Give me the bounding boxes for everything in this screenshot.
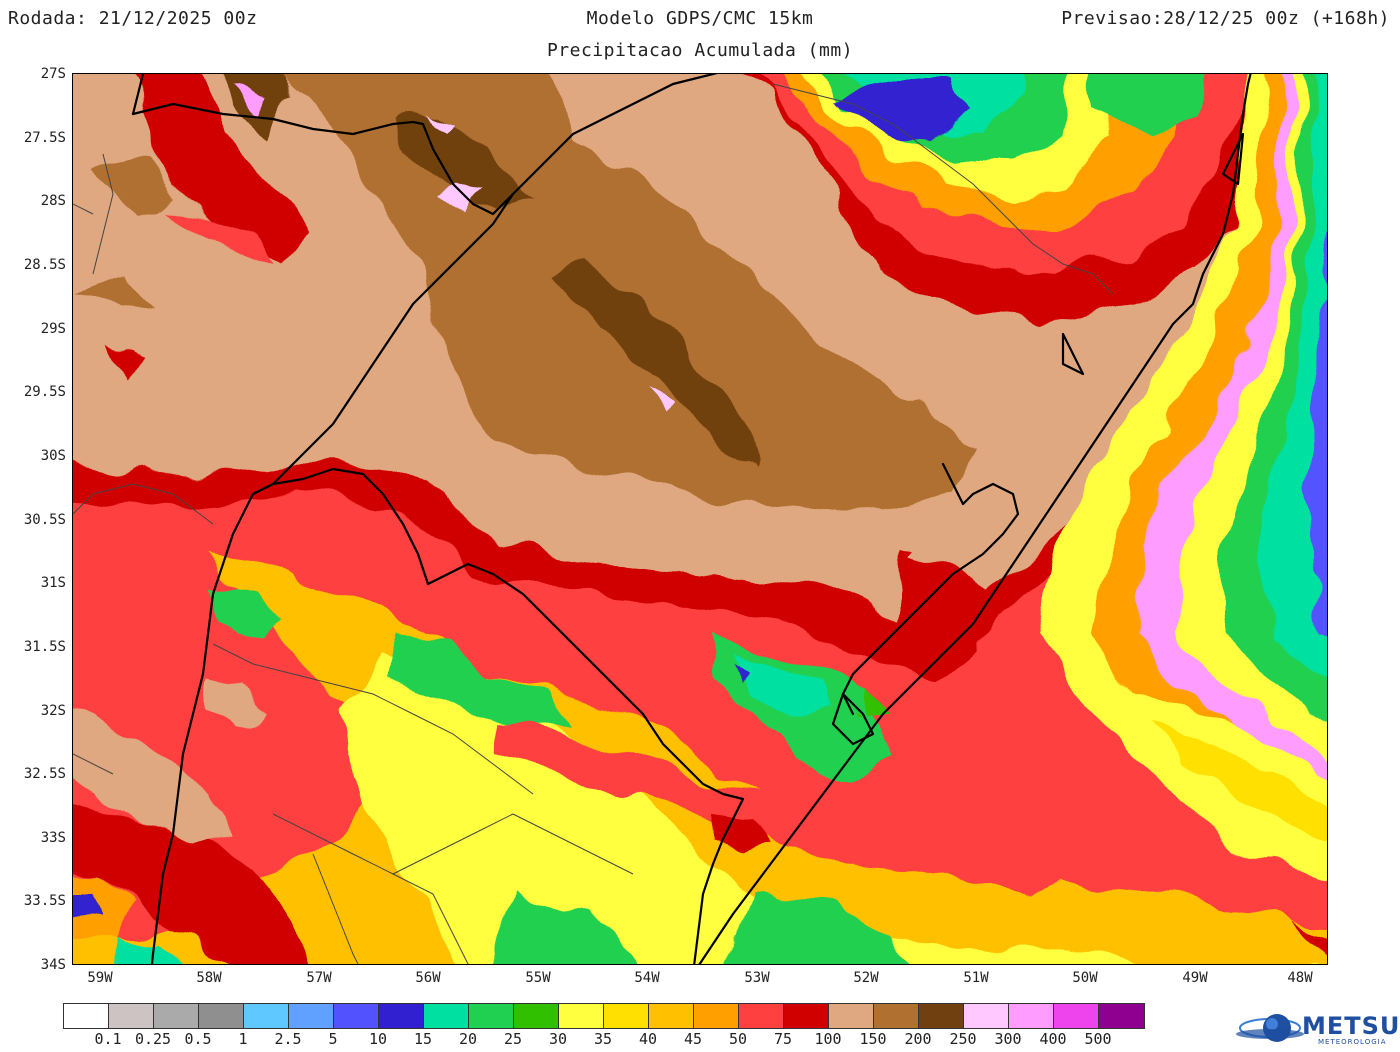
color-scale-label: 5 — [328, 1030, 338, 1048]
color-scale-box — [1054, 1004, 1099, 1028]
color-scale-box — [424, 1004, 469, 1028]
color-scale-bar — [63, 1003, 1145, 1029]
color-scale-box — [604, 1004, 649, 1028]
color-scale-label: 2.5 — [274, 1030, 302, 1048]
state-boundaries — [131, 74, 1252, 964]
lon-label: 52W — [853, 970, 879, 986]
color-scale-label: 100 — [814, 1030, 842, 1048]
color-scale-box — [964, 1004, 1009, 1028]
color-scale-label: 40 — [638, 1030, 658, 1048]
metsul-logo-subtitle: METEOROLOGIA — [1318, 1038, 1387, 1046]
color-scale-box — [694, 1004, 739, 1028]
color-scale-box — [334, 1004, 379, 1028]
color-scale-box — [289, 1004, 334, 1028]
metsul-logo-text: METSUL — [1302, 1012, 1400, 1040]
lon-label: 58W — [196, 970, 222, 986]
color-scale-box — [829, 1004, 874, 1028]
color-scale-label: 200 — [904, 1030, 932, 1048]
lat-label: 34S — [40, 957, 66, 973]
lon-label: 59W — [87, 970, 113, 986]
color-scale-label: 15 — [413, 1030, 433, 1048]
color-scale-label: 0.5 — [184, 1030, 212, 1048]
color-scale-label: 300 — [994, 1030, 1022, 1048]
precipitation-field — [73, 74, 1327, 964]
lat-label: 30S — [40, 448, 66, 464]
metsul-globe-icon — [1236, 1014, 1304, 1042]
color-scale-box — [559, 1004, 604, 1028]
color-scale-label: 250 — [949, 1030, 977, 1048]
color-scale-label: 500 — [1084, 1030, 1112, 1048]
lat-label: 32S — [40, 703, 66, 719]
run-time-label: Rodada: 21/12/2025 00z — [8, 8, 258, 29]
color-scale-label: 150 — [859, 1030, 887, 1048]
color-scale-box — [64, 1004, 109, 1028]
color-scale-label: 10 — [368, 1030, 388, 1048]
municipal-boundaries — [73, 83, 1114, 964]
color-scale-box — [874, 1004, 919, 1028]
color-scale-box — [154, 1004, 199, 1028]
color-scale-label: 0.1 — [94, 1030, 122, 1048]
color-scale-label: 25 — [503, 1030, 523, 1048]
precipitation-map[interactable] — [72, 73, 1328, 965]
lat-label: 28.5S — [23, 257, 66, 273]
lon-label: 56W — [415, 970, 441, 986]
color-scale-box — [784, 1004, 829, 1028]
lon-label: 51W — [963, 970, 989, 986]
lon-label: 53W — [744, 970, 770, 986]
color-scale-label: 75 — [773, 1030, 793, 1048]
color-scale-label: 400 — [1039, 1030, 1067, 1048]
color-scale-box — [1009, 1004, 1054, 1028]
color-scale-label: 0.25 — [134, 1030, 172, 1048]
lon-label: 55W — [525, 970, 551, 986]
color-scale-box — [379, 1004, 424, 1028]
lat-label: 31S — [40, 575, 66, 591]
color-scale-box — [1099, 1004, 1144, 1028]
color-scale-label: 45 — [683, 1030, 703, 1048]
lat-label: 33.5S — [23, 893, 66, 909]
map-subtitle: Precipitacao Acumulada (mm) — [546, 40, 854, 61]
lon-label: 48W — [1287, 970, 1313, 986]
color-scale-label: 30 — [548, 1030, 568, 1048]
lon-label: 50W — [1072, 970, 1098, 986]
color-scale-label: 35 — [593, 1030, 613, 1048]
color-scale-box — [514, 1004, 559, 1028]
lon-label: 57W — [306, 970, 332, 986]
color-scale-box — [649, 1004, 694, 1028]
color-scale-label: 20 — [458, 1030, 478, 1048]
lat-label: 33S — [40, 830, 66, 846]
lat-label: 29S — [40, 321, 66, 337]
model-title: Modelo GDPS/CMC 15km — [586, 8, 814, 29]
lon-label: 49W — [1182, 970, 1208, 986]
lat-label: 30.5S — [23, 512, 66, 528]
color-scale-box — [199, 1004, 244, 1028]
color-scale-box — [469, 1004, 514, 1028]
lat-label: 28S — [40, 193, 66, 209]
lat-label: 32.5S — [23, 766, 66, 782]
lon-label: 54W — [634, 970, 660, 986]
lat-label: 31.5S — [23, 639, 66, 655]
color-scale-box — [109, 1004, 154, 1028]
lat-label: 29.5S — [23, 384, 66, 400]
color-scale-box — [739, 1004, 784, 1028]
color-scale-box — [919, 1004, 964, 1028]
lat-label: 27.5S — [23, 130, 66, 146]
color-scale-box — [244, 1004, 289, 1028]
lat-label: 27S — [40, 66, 66, 82]
color-scale-label: 1 — [238, 1030, 248, 1048]
color-scale-label: 50 — [728, 1030, 748, 1048]
forecast-time-label: Previsao:28/12/25 00z (+168h) — [1061, 8, 1390, 29]
